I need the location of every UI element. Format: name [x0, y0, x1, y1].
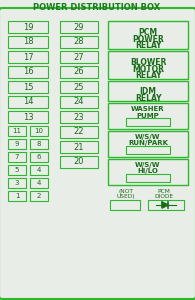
Bar — [8, 51, 48, 63]
Text: 14: 14 — [23, 98, 33, 106]
Text: RELAY: RELAY — [135, 41, 161, 50]
Text: 3: 3 — [15, 180, 19, 186]
Bar — [108, 103, 188, 129]
Bar — [148, 200, 184, 210]
Text: WASHER: WASHER — [131, 106, 165, 112]
Text: W/S/W: W/S/W — [135, 162, 161, 168]
Text: 8: 8 — [37, 141, 41, 147]
Text: 20: 20 — [74, 158, 84, 166]
Bar — [60, 36, 98, 48]
Text: 28: 28 — [74, 38, 84, 46]
Text: 4: 4 — [37, 180, 41, 186]
Text: 29: 29 — [74, 22, 84, 32]
Text: W/S/W: W/S/W — [135, 134, 161, 140]
Text: 4: 4 — [37, 167, 41, 173]
Bar — [60, 141, 98, 153]
Bar — [8, 96, 48, 108]
Bar — [30, 126, 48, 136]
Bar — [60, 111, 98, 123]
Text: 18: 18 — [23, 38, 33, 46]
Text: IDM: IDM — [139, 88, 157, 97]
Text: POWER DISTRIBUTION BOX: POWER DISTRIBUTION BOX — [33, 2, 161, 11]
Text: PUMP: PUMP — [137, 112, 159, 118]
Bar — [8, 139, 26, 149]
Bar — [60, 126, 98, 138]
Bar — [30, 139, 48, 149]
Bar — [108, 51, 188, 79]
Text: 16: 16 — [23, 68, 33, 76]
Bar — [60, 81, 98, 93]
Bar — [108, 81, 188, 101]
Bar — [30, 165, 48, 175]
Bar — [126, 146, 170, 154]
Bar — [30, 152, 48, 162]
Text: 11: 11 — [12, 128, 21, 134]
Text: RELAY: RELAY — [135, 71, 161, 80]
Bar — [8, 191, 26, 201]
Text: (NOT: (NOT — [119, 189, 133, 194]
Bar — [30, 191, 48, 201]
Text: POWER: POWER — [132, 35, 164, 44]
Text: 1: 1 — [15, 193, 19, 199]
Bar — [108, 131, 188, 157]
Bar — [110, 200, 140, 210]
Bar — [8, 21, 48, 33]
Text: 25: 25 — [74, 82, 84, 91]
Bar — [30, 178, 48, 188]
Text: 22: 22 — [74, 128, 84, 136]
Bar — [8, 152, 26, 162]
Bar — [8, 111, 48, 123]
Polygon shape — [162, 202, 168, 208]
Text: 17: 17 — [23, 52, 33, 62]
Text: HI/LO: HI/LO — [137, 169, 158, 175]
Text: 21: 21 — [74, 142, 84, 152]
Bar — [60, 156, 98, 168]
Bar — [60, 96, 98, 108]
Text: 6: 6 — [37, 154, 41, 160]
Bar — [8, 36, 48, 48]
Text: MOTOR: MOTOR — [132, 65, 164, 74]
Bar — [60, 66, 98, 78]
Text: DIODE: DIODE — [154, 194, 174, 199]
Bar — [8, 81, 48, 93]
Text: 26: 26 — [74, 68, 84, 76]
Bar — [60, 51, 98, 63]
Text: BLOWER: BLOWER — [130, 58, 166, 67]
Bar — [126, 174, 170, 182]
Text: 27: 27 — [74, 52, 84, 62]
Text: RELAY: RELAY — [135, 94, 161, 103]
Text: 5: 5 — [15, 167, 19, 173]
Bar — [126, 118, 170, 126]
Bar — [8, 165, 26, 175]
Text: 13: 13 — [23, 112, 33, 122]
Bar — [60, 21, 98, 33]
Text: RUN/PARK: RUN/PARK — [128, 140, 168, 146]
Bar — [108, 21, 188, 49]
Text: USED): USED) — [117, 194, 135, 199]
Text: PCM: PCM — [158, 189, 170, 194]
Text: 2: 2 — [37, 193, 41, 199]
Text: 7: 7 — [15, 154, 19, 160]
Bar — [108, 159, 188, 185]
Bar — [8, 126, 26, 136]
Text: 19: 19 — [23, 22, 33, 32]
Bar — [8, 178, 26, 188]
Text: 9: 9 — [15, 141, 19, 147]
Text: 23: 23 — [74, 112, 84, 122]
Text: 10: 10 — [35, 128, 43, 134]
Bar — [8, 66, 48, 78]
FancyBboxPatch shape — [0, 8, 195, 299]
Text: 24: 24 — [74, 98, 84, 106]
Text: 15: 15 — [23, 82, 33, 91]
Text: PCM: PCM — [138, 28, 158, 37]
